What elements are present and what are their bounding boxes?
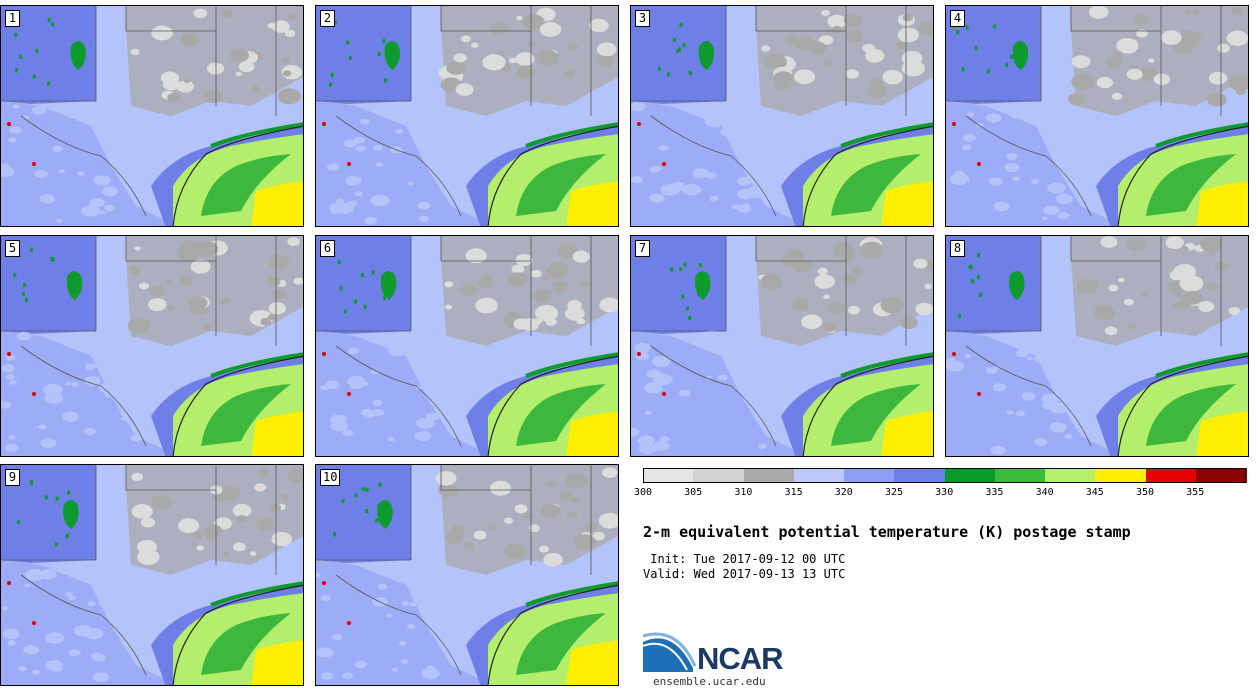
panel-number-label: 7	[635, 240, 650, 257]
map-panel: 8	[945, 235, 1249, 457]
ncar-logo-icon	[643, 632, 697, 672]
colorbar-tick-label: 350	[1135, 487, 1155, 498]
panel-number-label: 4	[950, 10, 965, 27]
colorbar-tick-label: 305	[684, 487, 703, 498]
colorbar-swatch	[1195, 468, 1247, 483]
valid-time: Valid: Wed 2017-09-13 13 UTC	[643, 567, 846, 581]
map-panel: 6	[315, 235, 619, 457]
panel-number-label: 8	[950, 240, 965, 257]
colorbar-tick-label: 325	[884, 487, 904, 498]
panel-number-label: 9	[5, 469, 20, 486]
colorbar-swatch	[793, 468, 845, 483]
colorbar-tick-label: 335	[985, 487, 1004, 498]
ncar-logo-text: NCAR	[697, 641, 784, 676]
panel-number-label: 3	[635, 10, 650, 27]
colorbar-swatch	[743, 468, 795, 483]
colorbar-swatch	[944, 468, 996, 483]
panel-number-label: 10	[320, 469, 341, 486]
colorbar-swatch	[894, 468, 945, 483]
colorbar-tick-label: 300	[633, 487, 653, 498]
website-url: ensemble.ucar.edu	[653, 675, 766, 688]
init-time: Init: Tue 2017-09-12 00 UTC	[643, 552, 846, 566]
map-panel: 5	[0, 235, 304, 457]
colorbar-swatch	[1095, 468, 1146, 483]
panel-number-label: 6	[320, 240, 335, 257]
panel-number-label: 5	[5, 240, 20, 257]
colorbar-swatch	[1045, 468, 1096, 483]
colorbar-swatch	[693, 468, 744, 483]
colorbar-tick-label: 355	[1186, 487, 1205, 498]
map-panel: 10	[315, 464, 619, 686]
figure-title: 2-m equivalent potential temperature (K)…	[643, 523, 1131, 541]
colorbar-tick-label: 340	[1035, 487, 1054, 498]
map-panel: 9	[0, 464, 304, 686]
colorbar-swatch	[994, 468, 1046, 483]
colorbar-swatch	[844, 468, 895, 483]
colorbar-swatch	[643, 468, 694, 483]
colorbar-swatch	[1145, 468, 1197, 483]
colorbar-tick-label: 320	[834, 487, 853, 498]
colorbar-frame	[643, 468, 1246, 483]
map-panel: 7	[630, 235, 934, 457]
map-panel: 2	[315, 5, 619, 227]
map-panel: 3	[630, 5, 934, 227]
panel-number-label: 2	[320, 10, 335, 27]
colorbar-tick-label: 345	[1085, 487, 1104, 498]
map-panel: 1	[0, 5, 304, 227]
colorbar-tick-label: 315	[784, 487, 803, 498]
panel-number-label: 1	[5, 10, 20, 27]
colorbar-tick-label: 330	[935, 487, 954, 498]
colorbar-tick-label: 310	[734, 487, 753, 498]
map-panel: 4	[945, 5, 1249, 227]
